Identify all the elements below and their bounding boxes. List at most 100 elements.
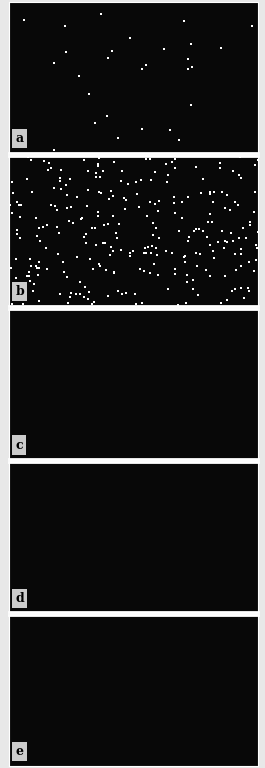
Point — [129, 621, 134, 633]
Point — [43, 747, 47, 760]
Point — [134, 679, 138, 691]
Point — [187, 478, 191, 491]
Point — [136, 717, 140, 729]
Point — [100, 669, 104, 681]
Point — [185, 485, 189, 498]
Point — [180, 703, 185, 716]
Point — [94, 753, 98, 766]
Point — [130, 729, 134, 741]
Point — [33, 735, 38, 747]
Point — [94, 641, 98, 653]
Point — [41, 711, 45, 723]
Point — [40, 611, 44, 623]
Point — [210, 683, 214, 695]
Point — [176, 690, 180, 702]
Point — [175, 680, 179, 693]
Point — [83, 486, 88, 498]
Point — [218, 473, 222, 485]
Point — [48, 650, 52, 662]
Point — [224, 656, 228, 668]
Point — [139, 732, 143, 744]
Point — [161, 643, 166, 655]
Point — [214, 754, 218, 766]
Point — [170, 708, 175, 720]
Point — [211, 705, 215, 717]
Point — [176, 729, 180, 741]
Point — [51, 434, 56, 446]
Point — [54, 639, 58, 651]
Point — [93, 641, 98, 653]
Point — [14, 687, 18, 699]
Point — [38, 676, 43, 688]
Point — [128, 720, 132, 733]
Point — [83, 735, 87, 747]
Point — [136, 699, 140, 711]
Point — [185, 718, 189, 730]
Point — [170, 755, 175, 767]
Point — [223, 638, 228, 650]
Point — [90, 643, 94, 655]
Point — [78, 617, 82, 629]
Point — [217, 515, 221, 527]
Point — [173, 745, 178, 757]
Point — [130, 578, 134, 590]
Point — [117, 479, 121, 492]
Point — [85, 624, 89, 636]
Point — [219, 743, 223, 756]
Point — [136, 726, 141, 738]
Point — [181, 755, 186, 767]
Point — [81, 635, 85, 647]
Point — [249, 472, 253, 484]
Point — [173, 701, 178, 713]
Point — [167, 311, 171, 323]
Point — [165, 657, 169, 670]
Point — [84, 691, 88, 703]
Point — [91, 755, 95, 767]
Point — [91, 647, 96, 660]
Point — [72, 658, 76, 670]
Point — [138, 756, 142, 768]
Point — [170, 731, 174, 743]
Point — [37, 681, 41, 694]
Point — [209, 650, 214, 662]
Point — [210, 522, 214, 535]
Point — [251, 677, 256, 690]
Point — [100, 320, 104, 333]
Point — [81, 684, 85, 696]
Point — [92, 636, 96, 648]
Point — [15, 551, 20, 564]
Point — [80, 647, 85, 659]
Point — [160, 751, 165, 763]
Point — [92, 623, 97, 635]
Point — [87, 566, 91, 578]
Point — [205, 589, 210, 601]
Point — [131, 495, 135, 508]
Point — [38, 651, 42, 664]
Point — [48, 525, 52, 537]
Point — [127, 490, 131, 502]
Point — [180, 752, 184, 764]
Point — [99, 674, 103, 686]
Point — [16, 649, 20, 661]
Point — [133, 700, 137, 713]
Point — [124, 740, 129, 752]
Point — [202, 474, 206, 486]
Point — [136, 739, 141, 751]
Point — [212, 670, 216, 683]
Point — [223, 657, 227, 669]
Point — [212, 692, 217, 704]
Point — [134, 690, 138, 702]
Point — [14, 468, 18, 481]
Point — [211, 722, 215, 734]
Point — [205, 707, 209, 719]
Point — [177, 753, 182, 765]
Point — [218, 621, 223, 634]
Point — [99, 654, 103, 667]
Point — [52, 561, 56, 574]
Point — [138, 707, 143, 719]
Point — [91, 702, 96, 714]
Point — [253, 630, 257, 642]
Point — [123, 614, 127, 626]
Point — [51, 746, 55, 759]
Point — [134, 716, 139, 728]
